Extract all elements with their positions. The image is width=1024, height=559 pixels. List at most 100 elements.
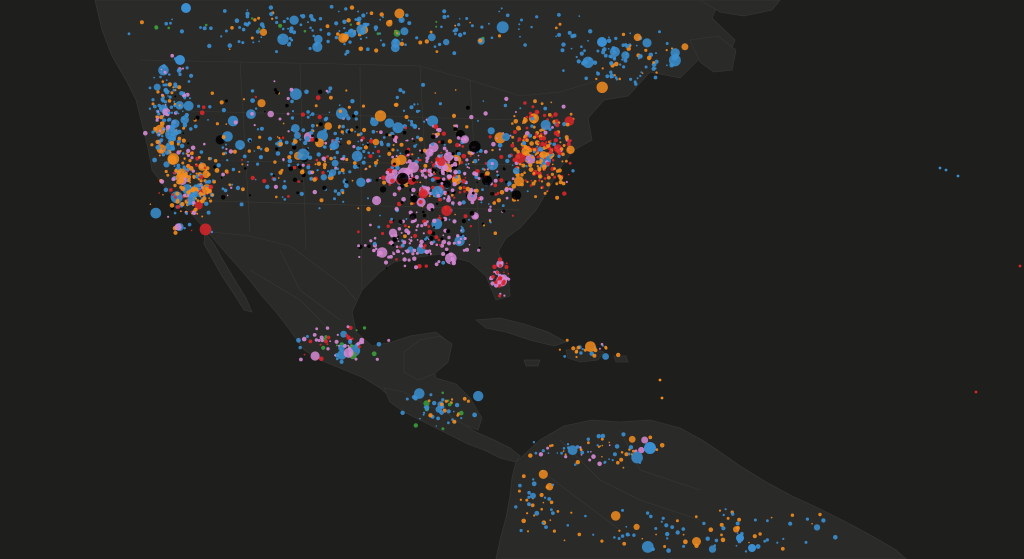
map-point-blue[interactable] — [587, 39, 589, 42]
map-point-orange[interactable] — [601, 67, 604, 70]
map-point-orange[interactable] — [428, 195, 431, 198]
map-point-orange[interactable] — [694, 543, 699, 548]
map-point-pink[interactable] — [446, 241, 452, 246]
map-point-red[interactable] — [460, 161, 464, 164]
map-point-pink[interactable] — [418, 127, 420, 130]
map-point-green[interactable] — [459, 410, 464, 416]
map-point-blue[interactable] — [507, 154, 512, 158]
map-point-blue[interactable] — [350, 99, 355, 104]
map-point-orange[interactable] — [550, 172, 555, 176]
map-point-pink[interactable] — [203, 142, 206, 146]
map-point-black[interactable] — [182, 132, 185, 134]
map-point-blue[interactable] — [161, 135, 164, 138]
map-point-blue[interactable] — [316, 169, 319, 172]
map-point-blue[interactable] — [583, 49, 586, 53]
map-point-blue[interactable] — [441, 398, 445, 402]
map-point-orange[interactable] — [357, 207, 360, 210]
map-point-red[interactable] — [292, 165, 297, 170]
map-point-blue[interactable] — [173, 211, 177, 215]
map-point-blue[interactable] — [511, 164, 514, 166]
map-point-orange[interactable] — [526, 180, 529, 184]
map-point-orange[interactable] — [392, 144, 395, 146]
map-point-red[interactable] — [430, 161, 433, 164]
map-point-pink[interactable] — [312, 333, 317, 337]
map-point-blue[interactable] — [447, 421, 450, 425]
map-point-blue[interactable] — [356, 146, 361, 151]
map-point-blue[interactable] — [328, 86, 333, 91]
map-point-blue[interactable] — [621, 432, 626, 437]
map-point-pink[interactable] — [395, 154, 398, 158]
map-point-blue[interactable] — [503, 103, 508, 108]
map-point-blue[interactable] — [442, 197, 445, 200]
map-point-black[interactable] — [288, 166, 293, 171]
map-point-blue[interactable] — [540, 119, 551, 131]
map-point-pink[interactable] — [406, 232, 410, 235]
map-point-blue[interactable] — [596, 71, 600, 76]
map-point-red[interactable] — [555, 123, 560, 128]
map-point-red[interactable] — [504, 265, 509, 269]
map-point-red[interactable] — [534, 109, 540, 115]
map-point-blue[interactable] — [462, 31, 467, 35]
map-point-blue[interactable] — [372, 241, 377, 246]
map-point-red[interactable] — [974, 390, 978, 394]
map-point-blue[interactable] — [649, 514, 653, 519]
map-point-red[interactable] — [438, 215, 441, 217]
map-point-red[interactable] — [419, 192, 423, 196]
map-point-blue[interactable] — [531, 154, 534, 157]
map-point-pink[interactable] — [419, 149, 422, 152]
map-point-blue[interactable] — [472, 412, 477, 418]
map-point-blue[interactable] — [179, 105, 182, 108]
map-point-blue[interactable] — [379, 140, 384, 145]
map-point-black[interactable] — [469, 210, 475, 216]
map-point-pink[interactable] — [379, 130, 383, 134]
map-point-blue[interactable] — [359, 132, 363, 136]
map-point-blue[interactable] — [362, 143, 364, 146]
map-point-pink[interactable] — [551, 126, 554, 129]
map-point-green[interactable] — [413, 423, 418, 428]
map-point-red[interactable] — [537, 141, 540, 144]
map-point-blue[interactable] — [329, 169, 337, 177]
map-point-blue[interactable] — [597, 37, 607, 47]
map-point-blue[interactable] — [289, 15, 299, 25]
map-point-blue[interactable] — [402, 90, 406, 94]
map-point-orange[interactable] — [271, 17, 274, 20]
map-point-blue[interactable] — [254, 178, 257, 181]
map-point-pink[interactable] — [477, 154, 480, 157]
map-point-pink[interactable] — [457, 240, 462, 245]
map-point-orange[interactable] — [180, 202, 185, 207]
map-point-orange[interactable] — [151, 102, 155, 106]
map-point-pink[interactable] — [325, 326, 330, 330]
map-point-blue[interactable] — [487, 127, 495, 135]
map-point-orange[interactable] — [257, 16, 261, 20]
map-point-black[interactable] — [388, 148, 391, 150]
map-point-blue[interactable] — [323, 145, 327, 149]
map-point-blue[interactable] — [422, 413, 425, 416]
map-point-blue[interactable] — [477, 119, 479, 122]
map-point-orange[interactable] — [596, 81, 608, 94]
map-point-pink[interactable] — [401, 252, 404, 255]
map-point-blue[interactable] — [343, 183, 349, 189]
map-point-blue[interactable] — [309, 114, 312, 117]
map-point-orange[interactable] — [529, 141, 534, 146]
map-point-orange[interactable] — [564, 135, 569, 140]
map-point-blue[interactable] — [572, 33, 577, 38]
map-point-pink[interactable] — [301, 336, 307, 342]
map-point-orange[interactable] — [770, 516, 773, 519]
map-point-blue[interactable] — [238, 146, 242, 150]
map-point-orange[interactable] — [520, 182, 524, 187]
map-point-blue[interactable] — [405, 13, 409, 18]
map-point-orange[interactable] — [350, 128, 354, 132]
map-point-blue[interactable] — [161, 153, 166, 157]
map-point-blue[interactable] — [348, 170, 352, 174]
map-point-red[interactable] — [319, 343, 322, 346]
map-point-pink[interactable] — [459, 237, 463, 241]
map-point-orange[interactable] — [604, 346, 608, 350]
map-point-red[interactable] — [281, 136, 285, 140]
map-point-blue[interactable] — [188, 200, 192, 203]
map-point-blue[interactable] — [348, 40, 352, 44]
map-point-black[interactable] — [476, 181, 478, 184]
map-point-orange[interactable] — [454, 213, 456, 216]
map-point-pink[interactable] — [163, 128, 165, 131]
map-point-pink[interactable] — [357, 244, 361, 248]
